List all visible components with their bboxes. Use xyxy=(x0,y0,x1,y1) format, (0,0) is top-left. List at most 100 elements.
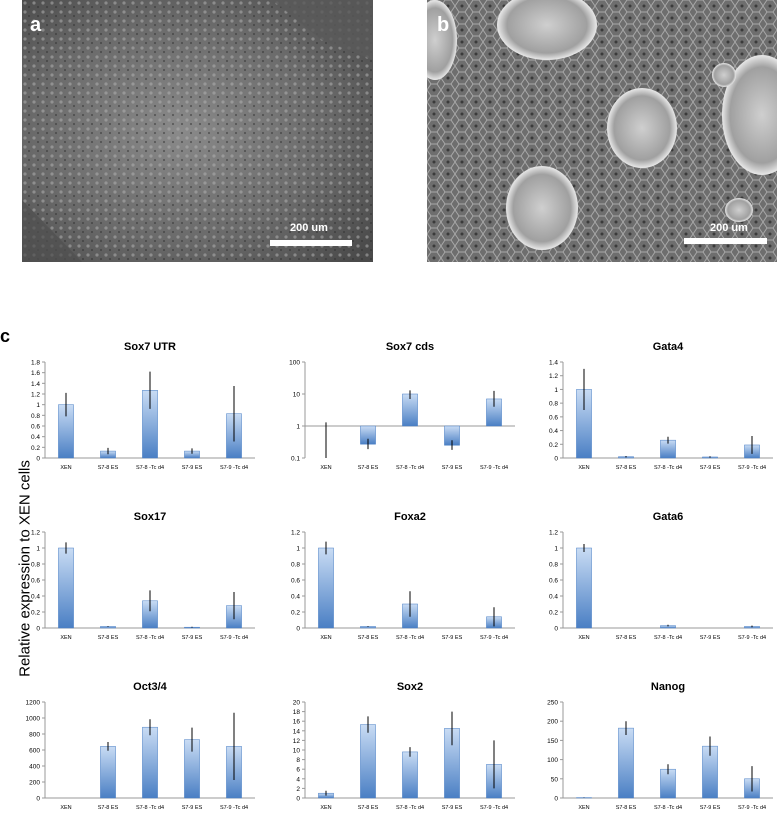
y-tick-label: 1 xyxy=(296,546,300,553)
y-tick-label: 0.8 xyxy=(31,413,40,420)
x-tick-label: S7-8 ES xyxy=(358,465,379,471)
x-tick-label: S7-9 -Tc d4 xyxy=(220,635,248,641)
y-tick-label: 50 xyxy=(551,776,559,783)
x-tick-label: S7-8 ES xyxy=(616,465,637,471)
x-tick-label: S7-9 -Tc d4 xyxy=(480,635,508,641)
x-tick-label: S7-9 -Tc d4 xyxy=(480,805,508,811)
y-tick-label: 0.4 xyxy=(291,594,300,601)
x-tick-label: S7-8 -Tc d4 xyxy=(396,805,424,811)
chart-sox7-cds: Sox7 cds 0.1 1 10 100 XEN S7-8 ES S7-8 -Tc d4 S7… xyxy=(289,341,515,471)
y-tick-label: 0.1 xyxy=(291,456,300,463)
y-tick-label: 0 xyxy=(36,456,40,463)
y-tick-label: 0.6 xyxy=(31,424,40,431)
chart-title: Sox7 UTR xyxy=(124,341,176,353)
y-tick-label: 600 xyxy=(29,748,40,755)
micrograph-a xyxy=(22,0,373,262)
x-tick-label: S7-8 -Tc d4 xyxy=(654,465,682,471)
x-tick-label: S7-8 -Tc d4 xyxy=(654,805,682,811)
y-tick-label: 1 xyxy=(36,546,40,553)
chart-title: Gata4 xyxy=(653,341,684,353)
chart-title: Gata6 xyxy=(653,511,684,523)
y-tick-label: 1 xyxy=(554,546,558,553)
chart-sox7-utr: Sox7 UTR 0 0.2 0.4 0.6 0.8 1 1.2 1.4 1.6 1.8 XEN S7-… xyxy=(31,341,255,471)
bar xyxy=(58,547,74,629)
y-tick-label: 1.2 xyxy=(549,530,558,537)
x-tick-label: S7-9 -Tc d4 xyxy=(738,805,766,811)
chart-nanog: Nanog 0 50 100 150 200 250 XEN S7-8 ES S7-8 -Tc d… xyxy=(547,681,773,811)
panel-label-a: a xyxy=(30,14,42,36)
bar xyxy=(402,751,418,799)
x-tick-label: S7-8 -Tc d4 xyxy=(136,805,164,811)
y-tick-label: 2 xyxy=(296,786,300,793)
x-tick-label: S7-8 -Tc d4 xyxy=(396,635,424,641)
bar xyxy=(360,724,376,799)
x-tick-label: XEN xyxy=(320,805,331,811)
y-tick-label: 0.6 xyxy=(549,414,558,421)
x-tick-label: XEN xyxy=(320,465,331,471)
x-tick-label: XEN xyxy=(320,635,331,641)
x-tick-label: S7-9 ES xyxy=(700,635,721,641)
y-tick-label: 0.2 xyxy=(31,445,40,452)
y-tick-label: 1.4 xyxy=(549,360,558,367)
y-tick-label: 0 xyxy=(296,626,300,633)
chart-oct3-4: Oct3/4 0 200 400 600 800 1000 1200 XEN S7-8 ES S7-… xyxy=(26,681,255,811)
y-tick-label: 800 xyxy=(29,732,40,739)
y-tick-label: 0.8 xyxy=(291,562,300,569)
x-tick-label: S7-9 ES xyxy=(700,465,721,471)
scale-bar-b xyxy=(684,238,767,244)
y-tick-label: 0.8 xyxy=(31,562,40,569)
y-tick-label: 0.6 xyxy=(31,578,40,585)
chart-title: Nanog xyxy=(651,681,685,693)
y-tick-label: 0.2 xyxy=(549,442,558,449)
x-tick-label: S7-9 ES xyxy=(182,465,203,471)
y-tick-label: 0.4 xyxy=(31,434,40,441)
y-tick-label: 0.4 xyxy=(31,594,40,601)
y-tick-label: 0 xyxy=(296,796,300,803)
micrograph-a-image xyxy=(22,0,373,262)
chart-foxa2: Foxa2 0 0.2 0.4 0.6 0.8 1 1.2 XEN S7-8 ES S7-8 -Tc… xyxy=(291,511,515,641)
y-tick-label: 12 xyxy=(293,738,301,745)
x-tick-label: S7-8 ES xyxy=(616,805,637,811)
y-tick-label: 18 xyxy=(293,709,301,716)
x-tick-label: S7-8 ES xyxy=(616,635,637,641)
chart-title: Sox17 xyxy=(134,511,166,523)
panel-label-c: c xyxy=(0,326,11,346)
y-tick-label: 1.4 xyxy=(31,381,40,388)
x-tick-label: S7-8 -Tc d4 xyxy=(136,465,164,471)
y-tick-label: 0.4 xyxy=(549,594,558,601)
y-tick-label: 200 xyxy=(29,780,40,787)
y-tick-label: 4 xyxy=(296,776,300,783)
x-tick-label: S7-8 ES xyxy=(98,635,119,641)
x-tick-label: S7-8 -Tc d4 xyxy=(396,465,424,471)
scale-label-b: 200 um xyxy=(710,222,748,234)
y-tick-label: 0 xyxy=(554,626,558,633)
y-tick-label: 1.6 xyxy=(31,370,40,377)
y-tick-label: 1.2 xyxy=(291,530,300,537)
x-tick-label: XEN xyxy=(60,635,71,641)
y-tick-label: 0.2 xyxy=(291,610,300,617)
x-tick-label: S7-8 ES xyxy=(98,465,119,471)
y-tick-label: 0 xyxy=(554,456,558,463)
y-tick-label: 0.2 xyxy=(31,610,40,617)
y-tick-label: 100 xyxy=(289,360,300,367)
bar xyxy=(318,547,334,629)
y-tick-label: 1 xyxy=(554,387,558,394)
y-tick-label: 0 xyxy=(36,796,40,803)
y-tick-label: 16 xyxy=(293,719,301,726)
y-tick-label: 0.8 xyxy=(549,401,558,408)
x-tick-label: S7-8 ES xyxy=(98,805,119,811)
x-tick-label: XEN xyxy=(60,805,71,811)
chart-gata4: Gata4 0 0.2 0.4 0.6 0.8 1 1.2 1.4 XEN S7-8 ES S7-8 … xyxy=(549,341,773,471)
micrograph-b xyxy=(427,0,777,262)
x-tick-label: S7-8 ES xyxy=(358,805,379,811)
x-tick-label: S7-8 ES xyxy=(358,635,379,641)
chart-sox17: Sox17 0 0.2 0.4 0.6 0.8 1 1.2 XEN S7-8 ES S7-8 -Tc… xyxy=(31,511,255,641)
x-tick-label: S7-9 ES xyxy=(442,805,463,811)
chart-title: Oct3/4 xyxy=(133,681,168,693)
y-tick-label: 20 xyxy=(293,700,301,707)
y-tick-label: 1.2 xyxy=(31,392,40,399)
x-tick-label: S7-9 ES xyxy=(442,465,463,471)
y-tick-label: 0 xyxy=(36,626,40,633)
y-tick-label: 6 xyxy=(296,767,300,774)
x-tick-label: S7-8 -Tc d4 xyxy=(654,635,682,641)
